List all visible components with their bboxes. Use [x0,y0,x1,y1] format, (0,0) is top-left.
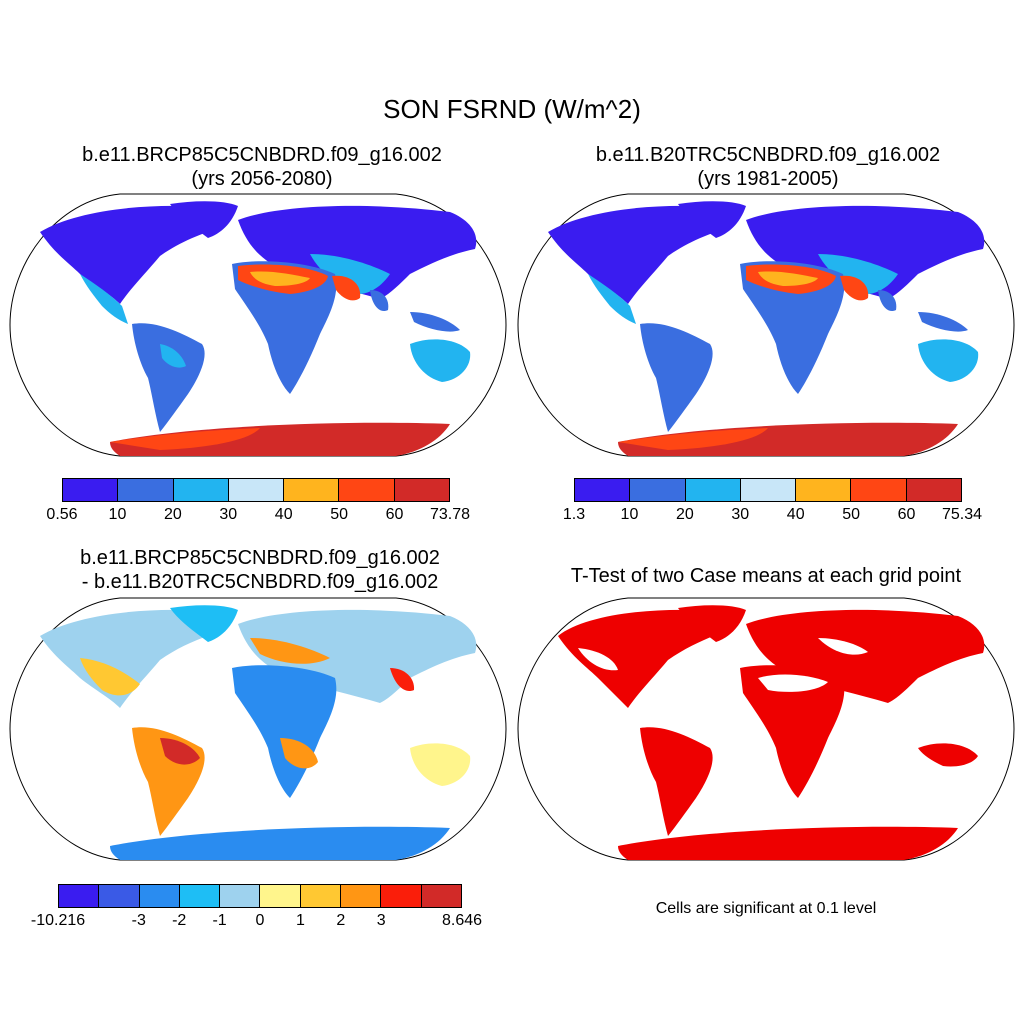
panel-title-line2: (yrs 2056-2080) [191,168,333,190]
colorbar-tick-label: 10 [620,506,639,523]
colorbar-tick-label: 50 [330,506,349,523]
colorbar-tick-label: -1 [212,912,227,929]
colorbar-tick-label: 30 [731,506,750,523]
colorbar-swatch [739,478,797,502]
colorbar-tick-label: 3 [376,912,386,929]
colorbar-swatch [138,884,180,908]
colorbar-labels-bottom-left: -10.216 -3 -2 -1 0 1 2 3 8.646 [31,912,482,934]
colorbar-tick-label: 2 [336,912,346,929]
panel-title-line1: b.e11.BRCP85C5CNBDRD.f09_g16.002 [82,144,442,166]
colorbar-tick-label: 8.646 [441,912,483,929]
colorbar-swatch [574,478,631,502]
significance-note: Cells are significant at 0.1 level [655,900,877,917]
colorbar-tick-label: 40 [786,506,805,523]
colorbar-swatch [172,478,229,502]
map-top-left [9,193,507,457]
colorbar-swatch [380,884,422,908]
colorbar-tick-label: -3 [131,912,146,929]
colorbar-swatch [58,884,100,908]
land-masses [40,201,477,456]
colorbar-tick-label: 75.34 [941,506,983,523]
colorbar-tick-label: 73.78 [429,506,471,523]
colorbar-swatch [684,478,741,502]
colorbar-tick-label: 0 [255,912,265,929]
colorbar-tick-label: -10.216 [30,912,86,929]
panel-title-bottom-left: b.e11.BRCP85C5CNBDRD.f09_g16.002 - b.e11… [10,546,510,594]
non-significant-gaps [578,638,868,692]
colorbar-swatch [905,478,962,502]
colorbar-labels-top-left: 0.56 10 20 30 40 50 60 73.78 [46,506,470,528]
colorbar-swatch [259,884,301,908]
colorbar-swatch [340,884,382,908]
significant-cells [558,605,985,860]
colorbar-tick-label: 20 [163,506,182,523]
map-bottom-left [9,597,507,861]
colorbar-tick-label: 50 [842,506,861,523]
colorbar-tick-label: 10 [108,506,127,523]
colorbar-tick-label: 60 [897,506,916,523]
land-masses [548,201,985,456]
colorbar-tick-label: 30 [219,506,238,523]
colorbar-swatch [227,478,285,502]
panel-title-line1: b.e11.BRCP85C5CNBDRD.f09_g16.002 [80,547,440,569]
colorbar-swatch [338,478,395,502]
panel-title-bottom-right: T-Test of two Case means at each grid po… [570,565,962,587]
map-top-right [517,193,1015,457]
colorbar-swatch [117,478,174,502]
colorbar-top-left [62,478,450,502]
land-masses [40,605,477,860]
panel-title-line2: (yrs 1981-2005) [697,168,839,190]
colorbar-swatch [299,884,342,908]
figure-title: SON FSRND (W/m^2) [383,94,641,124]
colorbar-tick-label: -2 [172,912,187,929]
colorbar-tick-label: 1 [295,912,305,929]
colorbar-swatch [629,478,686,502]
colorbar-swatch [62,478,119,502]
colorbar-tick-label: 60 [385,506,404,523]
colorbar-swatch [283,478,340,502]
colorbar-swatch [795,478,852,502]
colorbar-tick-label: 0.56 [46,506,78,523]
colorbar-tick-label: 1.3 [562,506,586,523]
colorbar-top-right [574,478,962,502]
colorbar-tick-label: 20 [675,506,694,523]
colorbar-tick-label: 40 [274,506,293,523]
colorbar-bottom-left [58,884,462,908]
colorbar-swatch [850,478,907,502]
panel-title-top-left: b.e11.BRCP85C5CNBDRD.f09_g16.002 (yrs 20… [12,143,512,191]
colorbar-swatch [219,884,261,908]
panel-title-line2: - b.e11.B20TRC5CNBDRD.f09_g16.002 [81,571,439,593]
panel-title-line1: b.e11.B20TRC5CNBDRD.f09_g16.002 [595,144,941,166]
colorbar-swatch [420,884,462,908]
panel-title-top-right: b.e11.B20TRC5CNBDRD.f09_g16.002 (yrs 198… [518,143,1018,191]
colorbar-swatch [98,884,140,908]
colorbar-swatch [393,478,450,502]
colorbar-swatch [178,884,221,908]
colorbar-labels-top-right: 1.3 10 20 30 40 50 60 75.34 [563,506,982,528]
map-bottom-right [517,597,1015,861]
